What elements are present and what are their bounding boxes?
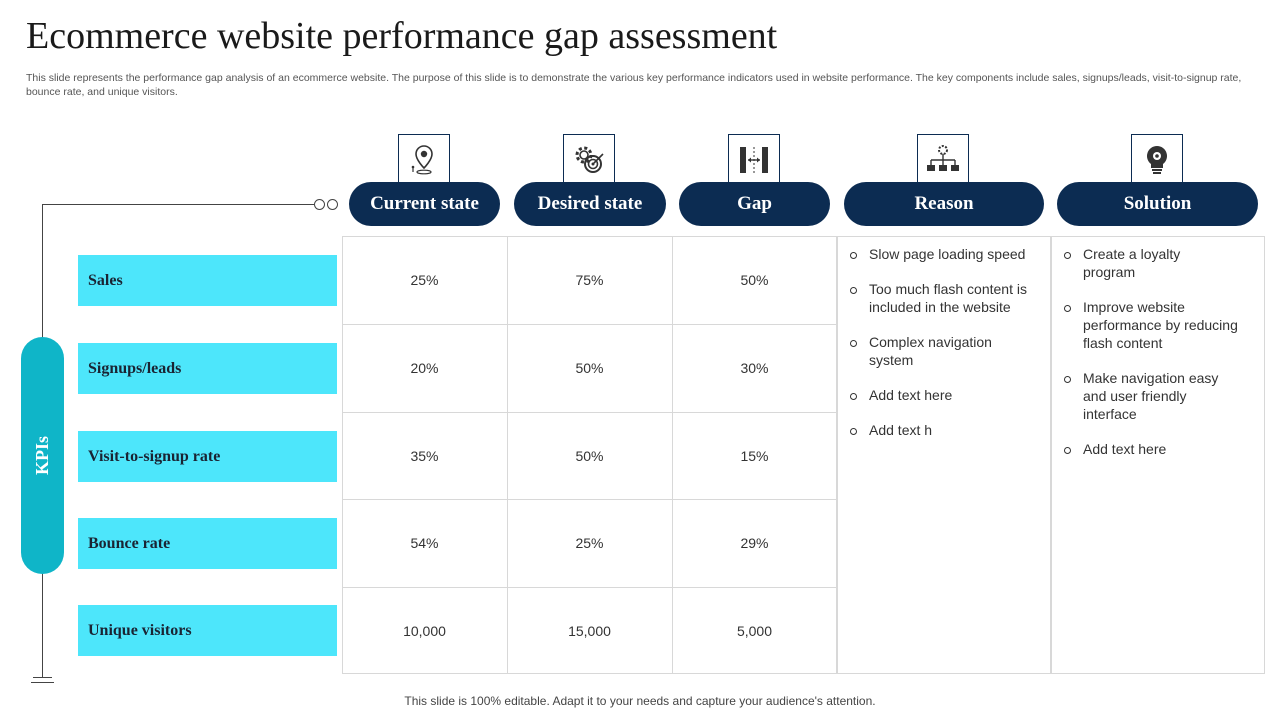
- connector-dot: [327, 199, 338, 210]
- cell-visit-current: 35%: [410, 447, 439, 464]
- connector-dot: [314, 199, 325, 210]
- bullet-icon: [1064, 305, 1071, 312]
- bullet-icon: [850, 252, 857, 259]
- reason-item: Complex navigation system: [850, 333, 1040, 369]
- bullet-icon: [850, 393, 857, 400]
- cell-bounce-desired: 25%: [575, 535, 604, 551]
- location-pin-icon: [398, 134, 450, 186]
- cell-sales-gap: 50%: [740, 272, 769, 288]
- reason-item: Slow page loading speed: [850, 245, 1040, 263]
- cell-signups-gap: 30%: [740, 360, 769, 376]
- solution-item: Improve website performance by reducing …: [1064, 298, 1254, 352]
- reason-item: Too much flash content is included in th…: [850, 280, 1040, 316]
- page-title: Ecommerce website performance gap assess…: [26, 15, 778, 57]
- idea-bulb-gear-icon: [1131, 134, 1183, 186]
- kpi-row-signups: Signups/leads: [78, 343, 337, 394]
- solution-item: Add text here: [1064, 440, 1254, 458]
- reason-item: Add text here: [850, 386, 1040, 404]
- cell-bounce-gap: 29%: [740, 535, 769, 551]
- bullet-icon: [1064, 376, 1071, 383]
- bracket-base: [31, 682, 54, 683]
- header-reason: Reason: [844, 182, 1044, 226]
- header-current-state: Current state: [349, 182, 500, 226]
- cell-visitors-gap: 5,000: [736, 622, 773, 639]
- cell-sales-current: 25%: [410, 272, 439, 288]
- row-divider: [342, 499, 837, 500]
- bullet-icon: [850, 340, 857, 347]
- header-desired-state: Desired state: [514, 182, 666, 226]
- bullet-icon: [1064, 447, 1071, 454]
- solution-item: Make navigation easy and user friendly i…: [1064, 369, 1254, 423]
- cell-visitors-current: 10,000: [403, 622, 446, 639]
- bullet-icon: [850, 428, 857, 435]
- gap-arrows-icon: [728, 134, 780, 186]
- row-divider: [342, 324, 837, 325]
- cell-signups-current: 20%: [410, 360, 439, 376]
- kpi-label-pill: KPIs: [21, 337, 64, 574]
- bracket-line-top: [42, 204, 314, 205]
- page-subtitle: This slide represents the performance ga…: [26, 72, 1242, 98]
- hierarchy-chart-icon: [917, 134, 969, 186]
- solution-item: Create a loyalty program: [1064, 245, 1254, 281]
- header-solution: Solution: [1057, 182, 1258, 226]
- gear-target-icon: [563, 134, 615, 186]
- reason-column: Slow page loading speed Too much flash c…: [837, 236, 1051, 674]
- row-divider: [342, 412, 837, 413]
- bracket-base: [33, 677, 52, 678]
- kpi-row-sales: Sales: [78, 255, 337, 306]
- bullet-icon: [1064, 252, 1071, 259]
- cell-visit-gap: 15%: [740, 447, 769, 464]
- cell-visit-desired: 50%: [575, 447, 604, 464]
- reason-item: Add text h: [850, 421, 1040, 439]
- row-divider: [342, 587, 837, 588]
- kpi-label: KPIs: [31, 435, 52, 476]
- solution-column: Create a loyalty program Improve website…: [1051, 236, 1265, 674]
- kpi-values-table: [342, 236, 837, 674]
- footer-note: This slide is 100% editable. Adapt it to…: [404, 694, 876, 708]
- cell-visitors-desired: 15,000: [568, 622, 611, 639]
- bullet-icon: [850, 287, 857, 294]
- cell-signups-desired: 50%: [575, 360, 604, 376]
- cell-bounce-current: 54%: [410, 535, 439, 551]
- kpi-row-visit-to-signup: Visit-to-signup rate: [78, 431, 337, 482]
- cell-sales-desired: 75%: [575, 272, 604, 288]
- kpi-row-bounce-rate: Bounce rate: [78, 518, 337, 569]
- header-gap: Gap: [679, 182, 830, 226]
- kpi-row-unique-visitors: Unique visitors: [78, 605, 337, 656]
- column-divider: [507, 236, 508, 674]
- column-divider: [672, 236, 673, 674]
